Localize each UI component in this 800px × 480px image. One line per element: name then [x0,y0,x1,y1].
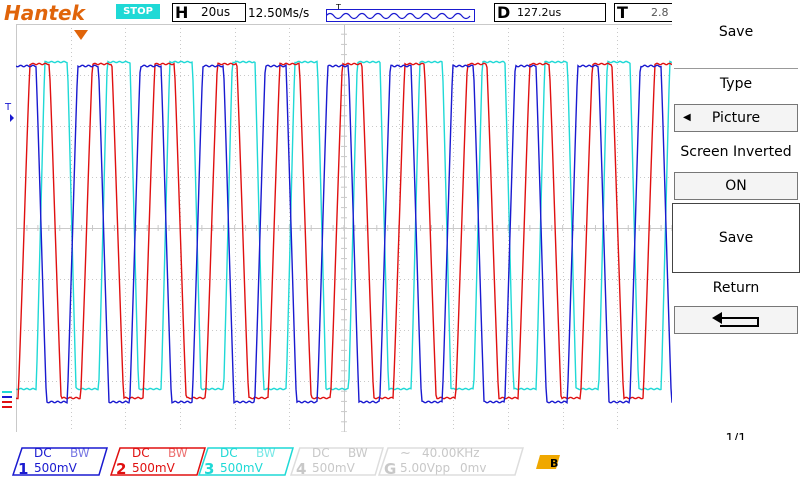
trigger-box[interactable]: T 2.8 [614,3,676,22]
screen-inverted-toggle[interactable]: ON [674,172,798,200]
channel-1-bw: BW [70,446,90,460]
channel-1-info[interactable]: 1 DC BW 500mV [12,446,108,478]
type-selector[interactable]: ◀ Picture [674,104,798,132]
channel-4-coupling: DC [312,446,330,460]
return-button[interactable] [674,306,798,334]
save-button[interactable]: Save [672,203,800,273]
generator-label: G [384,460,397,478]
sine-wave-icon: ~ [400,446,411,461]
return-label: Return [712,280,760,296]
generator-amplitude: 5.00Vpp [400,461,451,475]
channel-1-scale: 500mV [34,461,77,475]
save-menu: Save Type ◀ Picture Screen Inverted ON S… [672,0,800,432]
channel-2-coupling: DC [132,446,150,460]
channel-1-coupling: DC [34,446,52,460]
type-value: Picture [711,110,761,126]
type-label: Type [719,76,753,92]
trigger-label: T [617,3,628,22]
svg-text:B: B [550,457,558,470]
memory-overview-icon: T [326,3,475,22]
channel-3-coupling: DC [220,446,238,460]
status-bar: Hantek STOP H 20us 12.50Ms/s T D 127.2us… [0,0,676,25]
menu-title: Save [718,24,754,40]
timebase-box[interactable]: H 20us [172,3,246,22]
channel-3-waveform [16,60,672,391]
delay-box[interactable]: D 127.2us [494,3,606,22]
channel-1-waveform [16,63,672,405]
channel-bar [0,440,800,480]
left-arrow-icon: ◀ [683,112,691,123]
channel-2-waveform [16,62,672,400]
channel-2-info[interactable]: 2 DC BW 500mV [110,446,206,478]
delay-value: 127.2us [517,6,562,19]
waveform-display[interactable] [16,24,672,432]
timebase-label: H [175,3,189,22]
channel-4-bw: BW [348,446,368,460]
screen-inverted-label: Screen Inverted [680,144,792,160]
channel-2-number: 2 [116,460,127,478]
brand-logo: Hantek [4,1,85,25]
channel-4-number: 4 [296,460,307,478]
channel-3-scale: 500mV [220,461,263,475]
generator-frequency: 40.00KHz [422,446,480,460]
timebase-value: 20us [201,5,243,20]
run-state-badge[interactable]: STOP [116,4,160,19]
channel-3-number: 3 [204,460,215,478]
return-arrow-icon [712,312,759,327]
svg-text:T: T [335,3,341,12]
generator-info[interactable]: G ~ 40.00KHz 5.00Vpp 0mv [378,446,524,478]
channel-2-scale: 500mV [132,461,175,475]
ground-markers-icon [2,391,12,408]
channel-3-info[interactable]: 3 DC BW 500mV [198,446,294,478]
sample-rate: 12.50Ms/s [248,6,310,20]
trigger-value: 2.8 [651,6,669,19]
channel-marker-strip: T [2,102,14,408]
delay-label: D [497,3,511,22]
channel-4-info[interactable]: 4 DC BW 500mV [290,446,384,478]
trigger-level-marker[interactable]: T [4,102,12,113]
generator-offset: 0mv [460,461,487,475]
trigger-position-icon[interactable] [74,30,90,42]
menu-divider [674,68,798,69]
battery-icon: B [536,455,560,470]
channel-2-bw: BW [168,446,188,460]
channel-4-scale: 500mV [312,461,355,475]
channel-1-number: 1 [18,460,29,478]
channel-3-bw: BW [256,446,276,460]
